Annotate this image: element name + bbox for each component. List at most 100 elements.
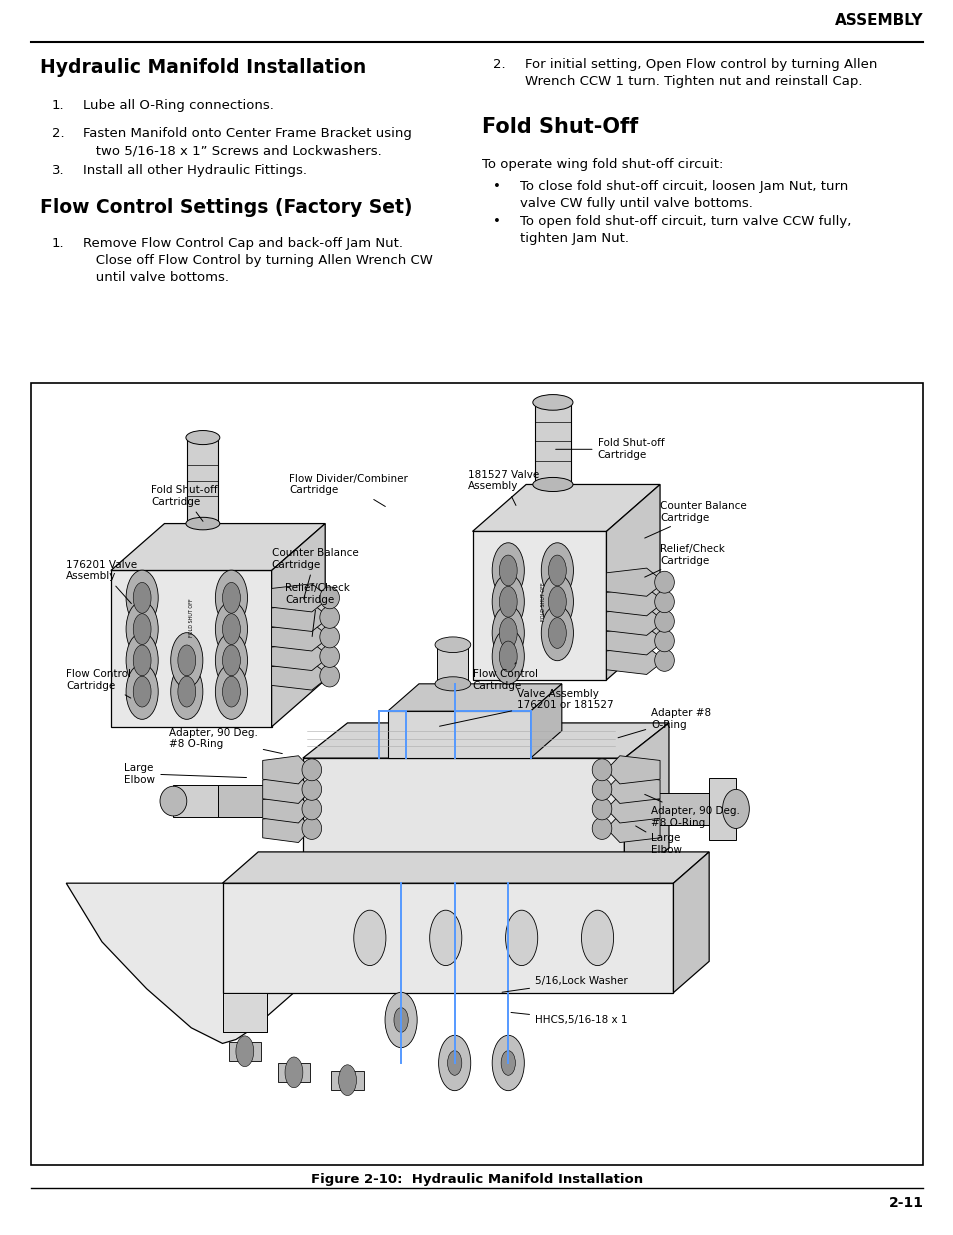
Polygon shape — [302, 722, 668, 758]
Text: Flow Control
Cartridge: Flow Control Cartridge — [66, 669, 132, 698]
Ellipse shape — [548, 618, 566, 648]
Polygon shape — [187, 437, 218, 524]
Ellipse shape — [160, 787, 187, 816]
Ellipse shape — [438, 1035, 470, 1091]
Polygon shape — [673, 852, 708, 993]
Text: FOLD SHUT OFF: FOLD SHUT OFF — [541, 583, 546, 621]
Ellipse shape — [654, 590, 674, 613]
Polygon shape — [218, 785, 267, 816]
Polygon shape — [472, 531, 606, 680]
Text: 3.: 3. — [51, 164, 64, 178]
Text: •: • — [493, 215, 500, 228]
Bar — [30, 383, 923, 1165]
Ellipse shape — [492, 1035, 524, 1091]
Text: Fold Shut-Off: Fold Shut-Off — [481, 117, 638, 137]
Ellipse shape — [592, 758, 611, 781]
Ellipse shape — [302, 758, 321, 781]
Text: To operate wing fold shut-off circuit:: To operate wing fold shut-off circuit: — [481, 158, 722, 172]
Ellipse shape — [133, 645, 151, 676]
Ellipse shape — [548, 555, 566, 585]
Text: Fold Shut-off
Cartridge: Fold Shut-off Cartridge — [151, 485, 217, 521]
Ellipse shape — [500, 1051, 515, 1076]
Ellipse shape — [492, 629, 524, 684]
Text: Hydraulic Manifold Installation: Hydraulic Manifold Installation — [40, 58, 366, 77]
Ellipse shape — [171, 664, 203, 719]
Ellipse shape — [592, 778, 611, 800]
Ellipse shape — [177, 677, 195, 706]
Ellipse shape — [721, 789, 748, 829]
Ellipse shape — [435, 677, 470, 690]
Text: HHCS,5/16-18 x 1: HHCS,5/16-18 x 1 — [511, 1013, 627, 1025]
Ellipse shape — [177, 645, 195, 676]
Ellipse shape — [592, 818, 611, 840]
Ellipse shape — [319, 606, 339, 629]
Text: Adapter, 90 Deg.
#8 O-Ring: Adapter, 90 Deg. #8 O-Ring — [169, 727, 282, 753]
Ellipse shape — [540, 574, 573, 630]
Polygon shape — [606, 626, 664, 655]
Ellipse shape — [532, 394, 573, 410]
Text: Valve Assembly
176201 or 181527: Valve Assembly 176201 or 181527 — [439, 689, 613, 726]
Polygon shape — [222, 993, 267, 1031]
Text: 2.: 2. — [493, 58, 505, 72]
Polygon shape — [472, 484, 659, 531]
Ellipse shape — [592, 798, 611, 820]
Ellipse shape — [126, 601, 158, 657]
Polygon shape — [606, 756, 659, 784]
Ellipse shape — [654, 650, 674, 672]
Ellipse shape — [492, 542, 524, 598]
Polygon shape — [111, 524, 325, 571]
Text: 176201 Valve
Assembly: 176201 Valve Assembly — [66, 559, 137, 604]
Ellipse shape — [319, 666, 339, 687]
Polygon shape — [535, 403, 570, 484]
Ellipse shape — [548, 587, 566, 618]
Ellipse shape — [285, 1057, 302, 1088]
Text: Fold Shut-off
Cartridge: Fold Shut-off Cartridge — [555, 438, 663, 461]
Polygon shape — [655, 793, 708, 825]
Polygon shape — [387, 684, 561, 711]
Ellipse shape — [435, 637, 470, 652]
Ellipse shape — [222, 677, 240, 706]
Text: 1.: 1. — [51, 237, 64, 251]
Polygon shape — [222, 852, 708, 883]
Polygon shape — [530, 684, 561, 758]
Ellipse shape — [222, 583, 240, 614]
Polygon shape — [262, 776, 312, 804]
Polygon shape — [623, 722, 668, 883]
Polygon shape — [606, 484, 659, 680]
Ellipse shape — [171, 632, 203, 688]
Polygon shape — [606, 568, 664, 597]
Polygon shape — [387, 711, 530, 758]
Polygon shape — [272, 642, 330, 671]
Ellipse shape — [498, 618, 517, 648]
Text: FOLD SHUT OFF: FOLD SHUT OFF — [189, 598, 193, 637]
Ellipse shape — [319, 587, 339, 609]
Text: For initial setting, Open Flow control by turning Allen
Wrench CCW 1 turn. Tight: For initial setting, Open Flow control b… — [524, 58, 876, 88]
Ellipse shape — [302, 818, 321, 840]
Ellipse shape — [186, 431, 219, 445]
Ellipse shape — [126, 664, 158, 719]
Ellipse shape — [492, 574, 524, 630]
Ellipse shape — [302, 798, 321, 820]
Polygon shape — [222, 883, 673, 993]
Ellipse shape — [540, 605, 573, 661]
Polygon shape — [66, 883, 370, 1044]
Text: ASSEMBLY: ASSEMBLY — [834, 14, 923, 28]
Text: •: • — [493, 180, 500, 194]
Text: 2-11: 2-11 — [887, 1197, 923, 1210]
Ellipse shape — [126, 571, 158, 625]
Text: Relief/Check
Cartridge: Relief/Check Cartridge — [285, 583, 350, 636]
Ellipse shape — [394, 1008, 408, 1032]
Ellipse shape — [215, 571, 247, 625]
Ellipse shape — [302, 778, 321, 800]
Ellipse shape — [532, 478, 573, 492]
Text: To open fold shut-off circuit, turn valve CCW fully,
tighten Jam Nut.: To open fold shut-off circuit, turn valv… — [519, 215, 850, 245]
Polygon shape — [229, 1042, 260, 1061]
Text: Remove Flow Control Cap and back-off Jam Nut.
   Close off Flow Control by turni: Remove Flow Control Cap and back-off Jam… — [83, 237, 433, 284]
Polygon shape — [302, 758, 623, 883]
Polygon shape — [606, 588, 664, 616]
Polygon shape — [606, 814, 659, 842]
Ellipse shape — [654, 610, 674, 632]
Ellipse shape — [654, 630, 674, 652]
Ellipse shape — [215, 632, 247, 688]
Text: Flow Divider/Combiner
Cartridge: Flow Divider/Combiner Cartridge — [289, 474, 408, 506]
